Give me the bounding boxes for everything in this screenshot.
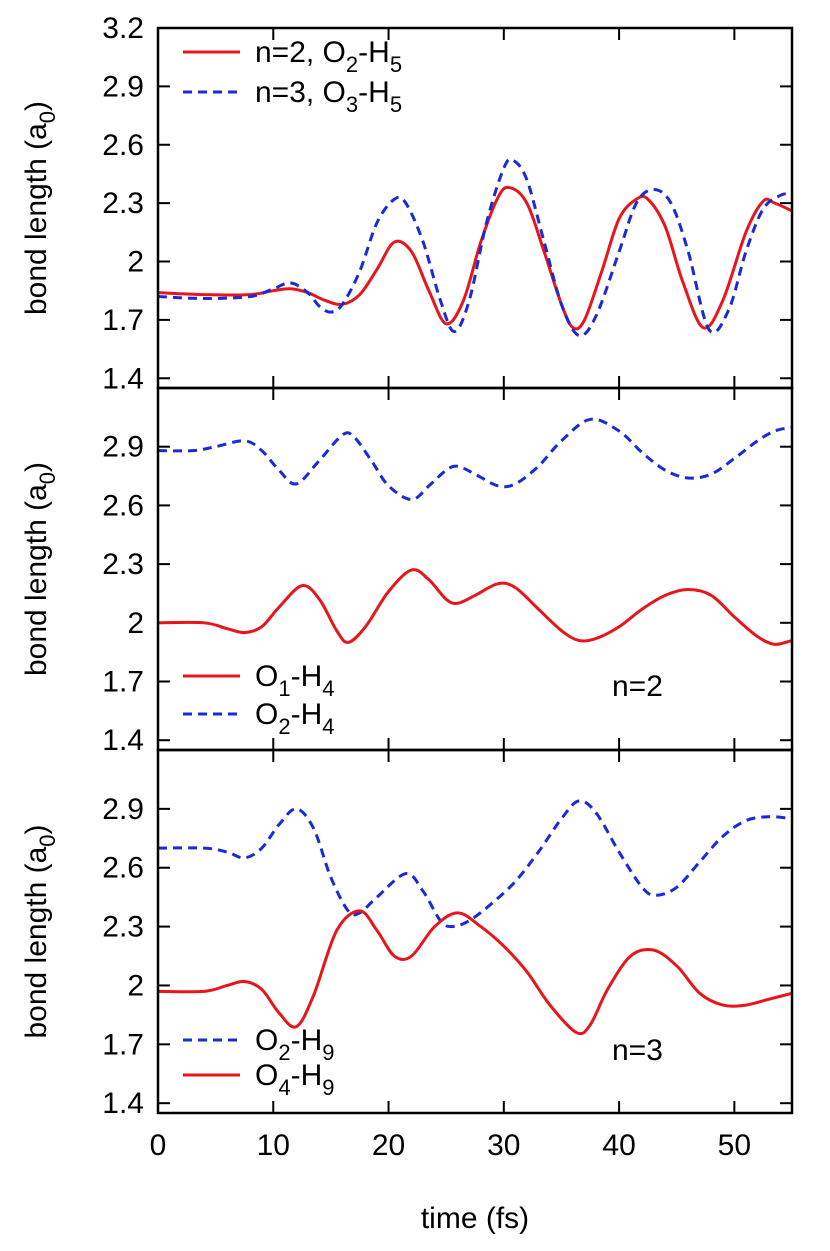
xtick-label: 30 xyxy=(487,1129,520,1162)
series-line-1 xyxy=(158,799,792,929)
series-line-2 xyxy=(158,417,792,502)
legend-entry: O4-H9 xyxy=(255,1059,335,1100)
y-axis-label: bond length (a0) xyxy=(20,462,60,676)
ytick-label: 1.7 xyxy=(102,304,144,337)
legend-entry: n=3, O3-H5 xyxy=(255,76,402,117)
plot-frame xyxy=(156,26,794,390)
x-axis-label: time (fs) xyxy=(421,1202,529,1235)
ytick-label: 2.3 xyxy=(102,911,144,944)
plot-frame xyxy=(156,748,794,1115)
series-line-2 xyxy=(158,909,792,1036)
ytick-label: 2.6 xyxy=(102,852,144,885)
ytick-label: 1.4 xyxy=(102,724,144,757)
ytick-label: 1.7 xyxy=(102,1028,144,1061)
series-line-1 xyxy=(158,185,792,331)
ytick-label: 3.2 xyxy=(102,12,144,45)
ytick-label: 2 xyxy=(127,607,144,640)
y-axis-label: bond length (a0) xyxy=(20,101,60,315)
ytick-label: 1.4 xyxy=(102,1087,144,1120)
legend-entry: O2-H9 xyxy=(255,1024,335,1065)
legend-entry: O2-H4 xyxy=(255,698,335,739)
series-line-2 xyxy=(158,157,792,338)
ytick-label: 2.3 xyxy=(102,548,144,581)
panel-annotation: n=2 xyxy=(612,670,663,703)
ytick-label: 2.9 xyxy=(102,793,144,826)
ytick-label: 1.4 xyxy=(102,362,144,395)
legend-entry: O1-H4 xyxy=(255,660,335,701)
legend-entry: n=2, O2-H5 xyxy=(255,36,402,77)
ytick-label: 2.6 xyxy=(102,129,144,162)
xtick-label: 0 xyxy=(150,1129,167,1162)
xtick-label: 10 xyxy=(257,1129,290,1162)
ytick-label: 1.7 xyxy=(102,666,144,699)
xtick-label: 50 xyxy=(718,1129,751,1162)
series-line-1 xyxy=(158,568,792,646)
y-axis-label: bond length (a0) xyxy=(20,824,60,1038)
xtick-label: 20 xyxy=(372,1129,405,1162)
ytick-label: 2.9 xyxy=(102,431,144,464)
ytick-label: 2.6 xyxy=(102,489,144,522)
xtick-label: 40 xyxy=(602,1129,635,1162)
ytick-label: 2.3 xyxy=(102,187,144,220)
ytick-label: 2 xyxy=(127,969,144,1002)
panel-annotation: n=3 xyxy=(612,1034,663,1067)
panel-1: 1.4 1.7 2 2.3 2.6 2.9 3.2 n=2, O2-H5n=3, O3-H5 b… xyxy=(20,12,794,395)
ytick-label: 2.9 xyxy=(102,70,144,103)
ytick-label: 2 xyxy=(127,246,144,279)
